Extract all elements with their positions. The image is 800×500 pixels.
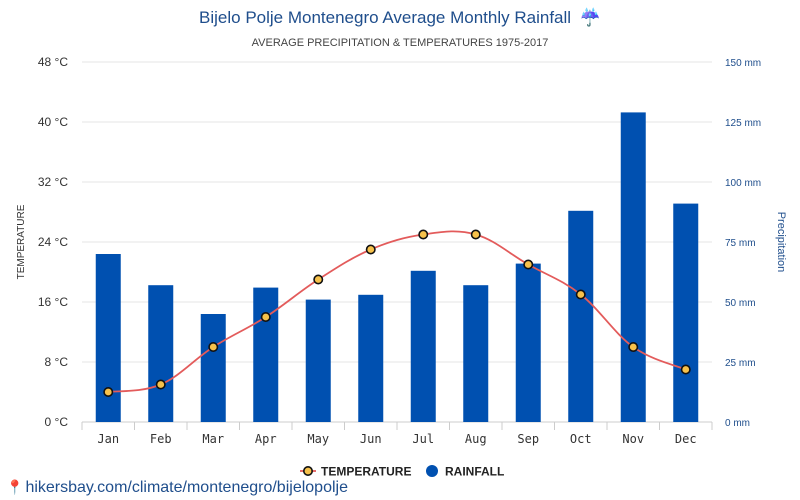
chart-title: Bijelo Polje Montenegro Average Monthly … bbox=[199, 7, 601, 27]
y-right-tick-label: 50 mm bbox=[725, 298, 756, 309]
temperature-point[interactable] bbox=[575, 289, 586, 300]
grid-lines bbox=[81, 61, 713, 430]
temperature-point[interactable] bbox=[470, 229, 481, 240]
y-right-tick-label: 150 mm bbox=[725, 58, 761, 69]
x-tick-label: May bbox=[307, 432, 329, 446]
y-right-tick-label: 125 mm bbox=[725, 118, 761, 129]
rainfall-bar[interactable] bbox=[463, 285, 489, 422]
y-left-tick-label: 32 °C bbox=[38, 175, 68, 189]
temperature-point[interactable] bbox=[628, 341, 639, 352]
rainfall-bar[interactable] bbox=[253, 287, 279, 422]
y-right-tick-label: 25 mm bbox=[725, 358, 756, 369]
legend-rainfall-marker bbox=[426, 465, 438, 477]
legend-rainfall-label: RAINFALL bbox=[445, 465, 504, 479]
x-tick-label: Feb bbox=[150, 432, 172, 446]
source-link[interactable]: 📍 hikersbay.com/climate/montenegro/bijelo… bbox=[6, 479, 348, 497]
rainfall-bar[interactable] bbox=[620, 112, 646, 423]
chart-subtitle: AVERAGE PRECIPITATION & TEMPERATURES 197… bbox=[252, 37, 549, 49]
location-pin-icon: 📍 bbox=[6, 479, 24, 495]
temperature-point[interactable] bbox=[103, 386, 114, 397]
y-axis-right: 0 mm 25 mm 50 mm 75 mm 100 mm 125 mm 150 mm bbox=[725, 58, 761, 429]
rainfall-bar[interactable] bbox=[358, 294, 384, 422]
temperature-point[interactable] bbox=[365, 244, 376, 255]
legend-item-rainfall[interactable]: RAINFALL bbox=[426, 465, 504, 479]
x-tick-label: Oct bbox=[570, 432, 592, 446]
x-tick-label: Jan bbox=[97, 432, 119, 446]
x-axis: Jan Feb Mar Apr May Jun Jul Aug Sep Oct Nov Dec bbox=[97, 432, 696, 446]
x-tick-label: Jun bbox=[360, 432, 382, 446]
legend-item-temperature[interactable]: TEMPERATURE bbox=[300, 465, 411, 479]
y-left-tick-label: 16 °C bbox=[38, 295, 68, 309]
chart-header: Bijelo Polje Montenegro Average Monthly … bbox=[199, 7, 601, 49]
rainfall-bar[interactable] bbox=[148, 285, 174, 422]
umbrella-rain-icon: ☔ bbox=[580, 7, 601, 27]
chart-title-text: Bijelo Polje Montenegro Average Monthly … bbox=[199, 8, 571, 27]
source-link-text: hikersbay.com/climate/montenegro/bijelop… bbox=[25, 479, 348, 496]
y-axis-left-label: TEMPERATURE bbox=[16, 204, 27, 279]
temperature-point[interactable] bbox=[680, 364, 691, 375]
y-left-tick-label: 24 °C bbox=[38, 235, 68, 249]
rainfall-bars bbox=[95, 112, 699, 423]
x-tick-label: Aug bbox=[465, 432, 487, 446]
rainfall-bar[interactable] bbox=[568, 210, 594, 422]
rainfall-bar[interactable] bbox=[305, 299, 331, 422]
y-right-tick-label: 75 mm bbox=[725, 238, 756, 249]
y-left-tick-label: 0 °C bbox=[45, 415, 69, 429]
temperature-point[interactable] bbox=[418, 229, 429, 240]
y-axis-left: 0 °C 8 °C 16 °C 24 °C 32 °C 40 °C 48 °C bbox=[38, 55, 68, 429]
legend-temperature-label: TEMPERATURE bbox=[321, 465, 411, 479]
temperature-curve bbox=[108, 230, 687, 393]
y-right-tick-label: 0 mm bbox=[725, 418, 750, 429]
legend-temperature-marker bbox=[302, 465, 313, 476]
x-tick-label: Jul bbox=[412, 432, 434, 446]
x-tick-label: Nov bbox=[622, 432, 644, 446]
rainfall-bar[interactable] bbox=[410, 270, 436, 422]
x-tick-label: Sep bbox=[517, 432, 539, 446]
y-left-tick-label: 48 °C bbox=[38, 55, 68, 69]
temperature-line bbox=[103, 229, 691, 397]
temperature-point[interactable] bbox=[523, 259, 534, 270]
y-right-tick-label: 100 mm bbox=[725, 178, 761, 189]
x-tick-label: Mar bbox=[202, 432, 224, 446]
rainfall-bar[interactable] bbox=[515, 263, 541, 422]
rainfall-bar[interactable] bbox=[200, 314, 226, 422]
chart-legend[interactable]: TEMPERATURE RAINFALL bbox=[300, 465, 504, 479]
rainfall-bar[interactable] bbox=[673, 203, 699, 422]
temperature-point[interactable] bbox=[313, 274, 324, 285]
temperature-point[interactable] bbox=[155, 379, 166, 390]
temperature-point[interactable] bbox=[208, 341, 219, 352]
x-tick-label: Dec bbox=[675, 432, 697, 446]
temperature-point[interactable] bbox=[260, 311, 271, 322]
y-axis-right-label: Precipitation bbox=[775, 212, 787, 273]
y-left-tick-label: 8 °C bbox=[45, 355, 69, 369]
x-tick-label: Apr bbox=[255, 432, 277, 446]
y-left-tick-label: 40 °C bbox=[38, 115, 68, 129]
